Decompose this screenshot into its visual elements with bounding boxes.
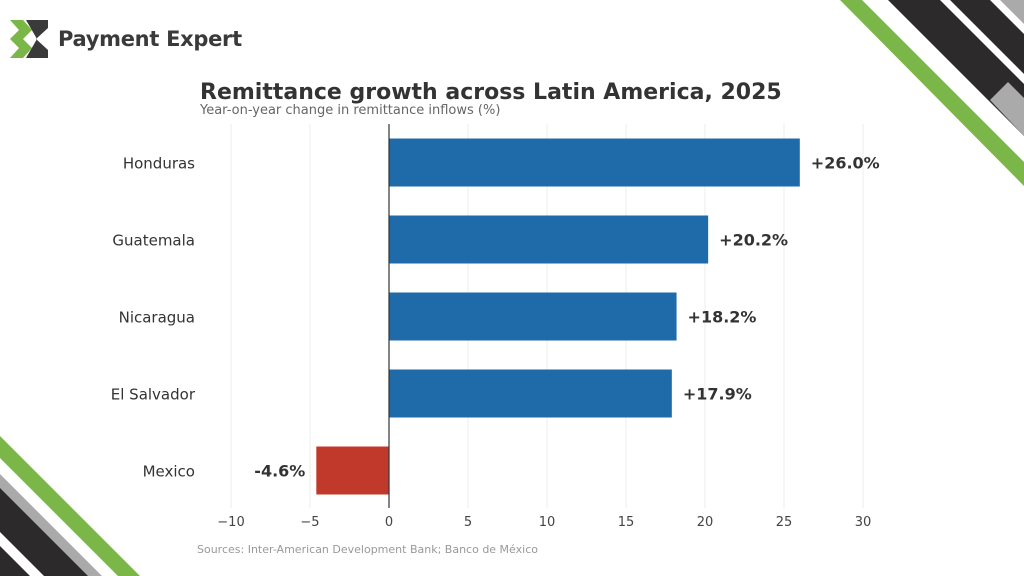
category-label: Mexico <box>143 463 195 481</box>
brand-name: Payment Expert <box>58 27 242 51</box>
category-label: El Salvador <box>111 386 196 404</box>
x-tick-label: −5 <box>300 515 319 530</box>
payment-expert-x-logo-icon <box>10 20 48 58</box>
bar <box>389 215 709 264</box>
x-tick-label: 25 <box>776 515 793 530</box>
data-label: +17.9% <box>683 385 752 404</box>
data-label: +26.0% <box>811 154 880 173</box>
x-tick-label: −10 <box>217 515 244 530</box>
data-label: -4.6% <box>254 462 305 481</box>
brand-logo: Payment Expert <box>10 20 242 58</box>
data-label: +18.2% <box>688 308 757 327</box>
bar <box>389 292 677 341</box>
category-label: Honduras <box>123 155 195 173</box>
corner-decoration-bottom-left <box>0 436 140 576</box>
x-tick-label: 30 <box>855 515 872 530</box>
category-label: Nicaragua <box>119 309 195 327</box>
category-label: Guatemala <box>112 232 195 250</box>
data-label: +20.2% <box>719 231 788 250</box>
x-tick-label: 0 <box>385 515 393 530</box>
chart-title: Remittance growth across Latin America, … <box>200 80 782 105</box>
x-tick-label: 10 <box>539 515 556 530</box>
source-note: Sources: Inter-American Development Bank… <box>197 543 538 556</box>
bar <box>316 446 389 495</box>
x-tick-label: 15 <box>618 515 635 530</box>
bar <box>389 369 672 418</box>
x-tick-label: 5 <box>464 515 472 530</box>
x-tick-label: 20 <box>697 515 714 530</box>
chart-subtitle: Year-on-year change in remittance inflow… <box>200 103 501 118</box>
corner-decoration-top-right <box>840 0 1024 186</box>
bar <box>389 138 800 187</box>
